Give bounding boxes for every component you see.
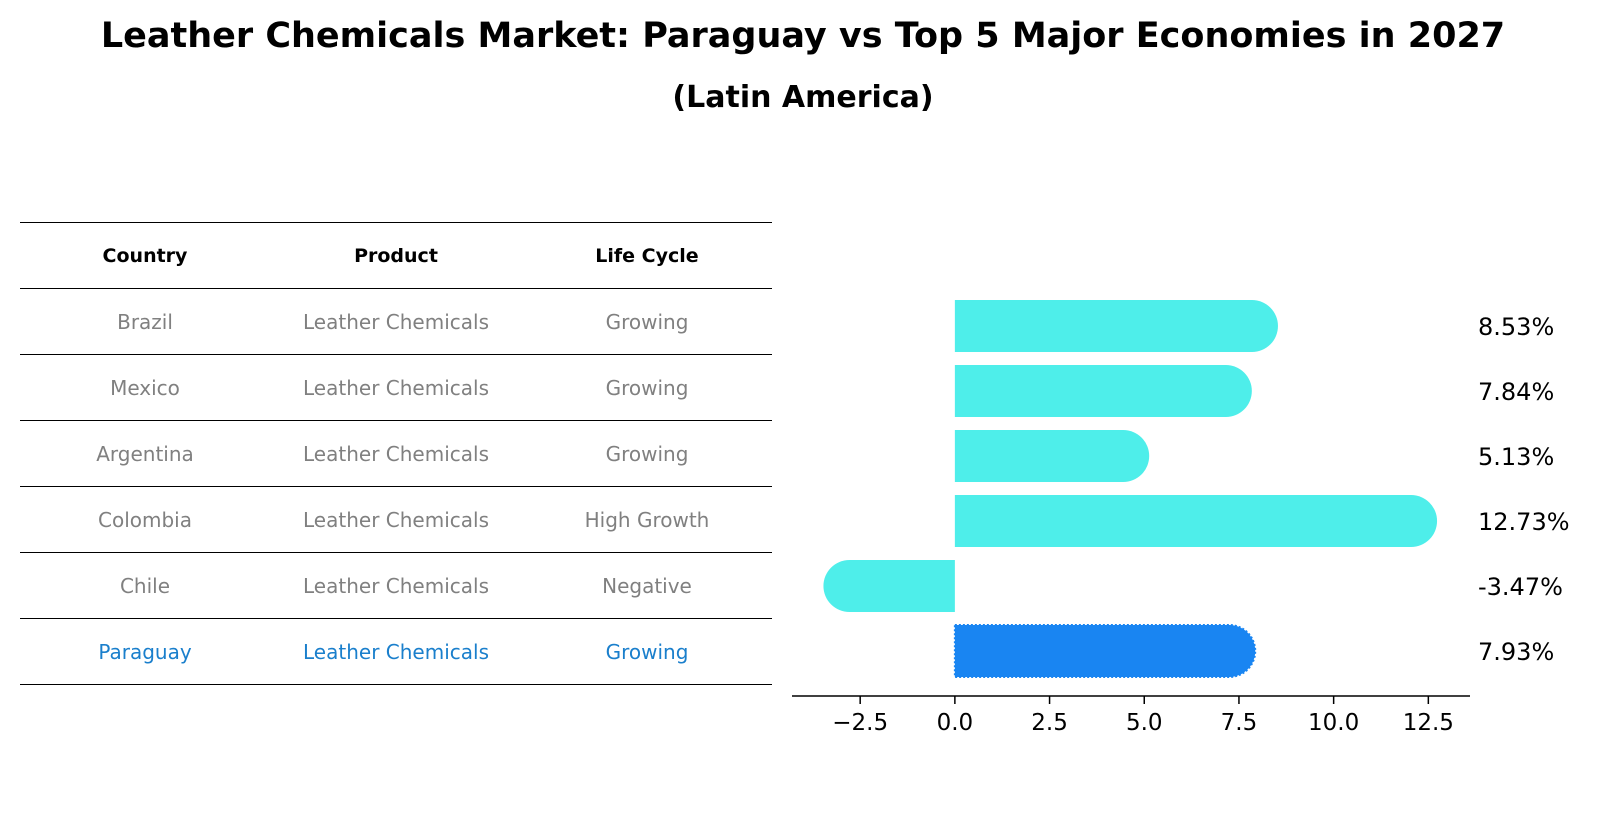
table-row: Colombia Leather Chemicals High Growth <box>20 486 772 553</box>
bar-argentina <box>954 430 1150 482</box>
chart-title: Leather Chemicals Market: Paraguay vs To… <box>100 16 1506 56</box>
cell-country: Chile <box>20 552 270 619</box>
cell-country: Paraguay <box>20 618 270 685</box>
header-life-cycle: Life Cycle <box>522 222 772 289</box>
value-label: 12.73% <box>1478 508 1570 536</box>
table-row: Mexico Leather Chemicals Growing <box>20 354 772 421</box>
data-table: Country Product Life Cycle Brazil Leathe… <box>20 222 772 685</box>
cell-product: Leather Chemicals <box>270 420 522 487</box>
cell-life-cycle: Growing <box>522 354 772 421</box>
cell-life-cycle: Growing <box>522 288 772 355</box>
cell-country: Argentina <box>20 420 270 487</box>
x-tick-label: 0.0 <box>937 710 974 736</box>
value-label: 8.53% <box>1478 313 1554 341</box>
x-tick-label: 7.5 <box>1221 710 1258 736</box>
cell-life-cycle: Growing <box>522 420 772 487</box>
table-row-highlight: Paraguay Leather Chemicals Growing <box>20 618 772 685</box>
x-tick-label: 10.0 <box>1308 710 1359 736</box>
table-row: Argentina Leather Chemicals Growing <box>20 420 772 487</box>
cell-product: Leather Chemicals <box>270 354 522 421</box>
x-tick-label: 12.5 <box>1403 710 1454 736</box>
table-row: Chile Leather Chemicals Negative <box>20 552 772 619</box>
x-tick-label: 2.5 <box>1031 710 1068 736</box>
cell-product: Leather Chemicals <box>270 288 522 355</box>
cell-product: Leather Chemicals <box>270 552 522 619</box>
cell-life-cycle: Negative <box>522 552 772 619</box>
cell-life-cycle: Growing <box>522 618 772 685</box>
cell-life-cycle: High Growth <box>522 486 772 553</box>
chart-subtitle: (Latin America) <box>672 80 934 115</box>
bar-paraguay <box>953 624 1257 678</box>
x-tick-label: 5.0 <box>1126 710 1163 736</box>
value-label: -3.47% <box>1478 573 1563 601</box>
value-label: 7.93% <box>1478 638 1554 666</box>
cell-product: Leather Chemicals <box>270 618 522 685</box>
bar-mexico <box>954 365 1252 417</box>
cell-country: Mexico <box>20 354 270 421</box>
header-country: Country <box>20 222 270 289</box>
bar-brazil <box>954 300 1278 352</box>
table-row: Brazil Leather Chemicals Growing <box>20 288 772 355</box>
cell-country: Colombia <box>20 486 270 553</box>
cell-country: Brazil <box>20 288 270 355</box>
table-header-row: Country Product Life Cycle <box>20 222 772 289</box>
cell-product: Leather Chemicals <box>270 486 522 553</box>
header-product: Product <box>270 222 522 289</box>
value-label: 5.13% <box>1478 443 1554 471</box>
bar-chile <box>823 560 955 612</box>
bar-colombia <box>954 495 1438 547</box>
x-tick-label: −2.5 <box>832 710 888 736</box>
value-label: 7.84% <box>1478 378 1554 406</box>
